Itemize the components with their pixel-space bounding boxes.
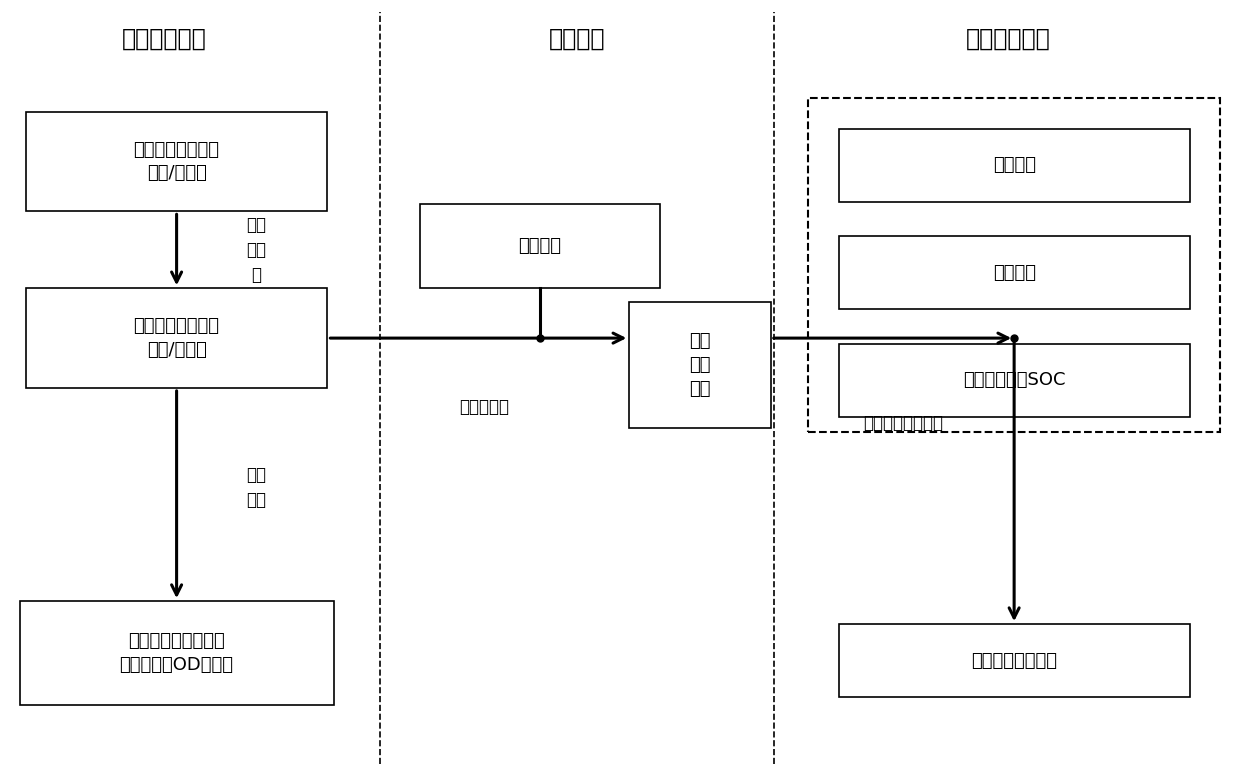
Text: 负荷预测仿真: 负荷预测仿真 (966, 26, 1050, 50)
FancyBboxPatch shape (26, 112, 327, 211)
Text: 路网
交通
流量: 路网 交通 流量 (689, 332, 711, 397)
Text: 最短路径法: 最短路径法 (460, 398, 510, 416)
Text: 蒙特卡洛模拟仿真: 蒙特卡洛模拟仿真 (863, 414, 944, 431)
FancyBboxPatch shape (629, 302, 771, 428)
FancyBboxPatch shape (26, 288, 327, 388)
Text: 出行时间: 出行时间 (993, 157, 1035, 175)
FancyBboxPatch shape (838, 344, 1189, 417)
Text: 未来各交通小区间交
通量分布（OD矩阵）: 未来各交通小区间交 通量分布（OD矩阵） (119, 632, 233, 674)
Text: 增长
系数
法: 增长 系数 法 (247, 216, 267, 284)
FancyBboxPatch shape (420, 204, 660, 288)
Text: 电动汽车起始SOC: 电动汽车起始SOC (963, 372, 1065, 390)
Text: 各充电站负荷曲线: 各充电站负荷曲线 (971, 652, 1058, 670)
Text: 弗雷
特法: 弗雷 特法 (247, 466, 267, 509)
Text: 出发地点: 出发地点 (993, 264, 1035, 282)
Text: 路网结构: 路网结构 (518, 237, 562, 255)
Text: 交通出行分布: 交通出行分布 (122, 26, 207, 50)
FancyBboxPatch shape (838, 624, 1189, 697)
FancyBboxPatch shape (838, 129, 1189, 202)
Text: 交通分配: 交通分配 (548, 26, 605, 50)
FancyBboxPatch shape (20, 601, 334, 705)
Text: 当前交通小区出行
发生/吸引量: 当前交通小区出行 发生/吸引量 (134, 140, 219, 182)
FancyBboxPatch shape (838, 237, 1189, 310)
Text: 未来交通小区出行
发生/吸引量: 未来交通小区出行 发生/吸引量 (134, 317, 219, 359)
